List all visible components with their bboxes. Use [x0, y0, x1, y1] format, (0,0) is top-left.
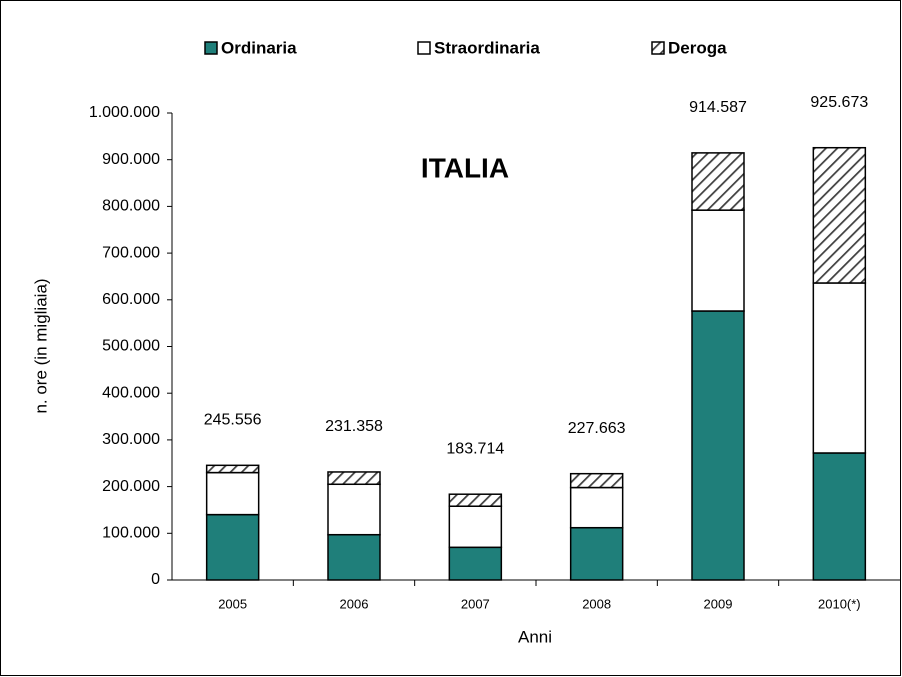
bar-segment [691, 152, 745, 211]
bar-segment [448, 493, 503, 507]
bar-segment [327, 533, 381, 581]
legend-swatch [204, 41, 218, 55]
y-axis-label: n. ore (in migliaia) [31, 278, 50, 413]
bar-segment [812, 282, 867, 454]
y-tick-label: 300.000 [102, 431, 160, 448]
y-tick-label: 700.000 [102, 244, 160, 261]
y-tick-label: 100.000 [102, 525, 160, 542]
bar-segment [205, 513, 260, 581]
legend-label: Straordinaria [434, 38, 540, 57]
y-tick-label: 500.000 [102, 338, 160, 355]
bar-segment [327, 471, 381, 486]
bar-segment [327, 483, 381, 536]
y-tick-label: 900.000 [102, 151, 160, 168]
x-tick-label: 2010(*) [818, 596, 861, 611]
x-tick-label: 2006 [340, 596, 369, 611]
total-label: 914.587 [689, 99, 747, 116]
bar-segment [569, 526, 624, 581]
legend-label: Deroga [668, 38, 727, 57]
bar-segment [569, 472, 624, 489]
y-tick-label: 200.000 [102, 478, 160, 495]
x-tick-label: 2005 [218, 596, 247, 611]
total-label: 227.663 [568, 420, 626, 437]
legend-swatch [417, 41, 431, 55]
total-label: 925.673 [810, 94, 868, 111]
chart-title: ITALIA [421, 152, 509, 183]
bar-segment [812, 452, 867, 581]
x-tick-label: 2009 [704, 596, 733, 611]
bar-segment [812, 146, 867, 284]
y-tick-label: 400.000 [102, 384, 160, 401]
x-axis-label: Anni [518, 627, 552, 646]
bar-segment [448, 505, 503, 549]
y-tick-label: 800.000 [102, 198, 160, 215]
bar-segment [448, 546, 503, 581]
bar-segment [691, 209, 745, 312]
bar-segment [205, 471, 260, 516]
total-label: 183.714 [446, 440, 504, 457]
y-tick-label: 600.000 [102, 291, 160, 308]
y-tick-label: 0 [151, 571, 160, 588]
bar-segment [691, 310, 745, 581]
legend-swatch [651, 41, 665, 55]
bar-segment [205, 464, 260, 474]
total-label: 231.358 [325, 418, 383, 435]
y-tick-label: 1.000.000 [89, 104, 160, 121]
x-tick-label: 2007 [461, 596, 490, 611]
total-label: 245.556 [204, 412, 262, 429]
x-tick-label: 2008 [582, 596, 611, 611]
legend-label: Ordinaria [221, 38, 297, 57]
bar-segment [569, 486, 624, 529]
